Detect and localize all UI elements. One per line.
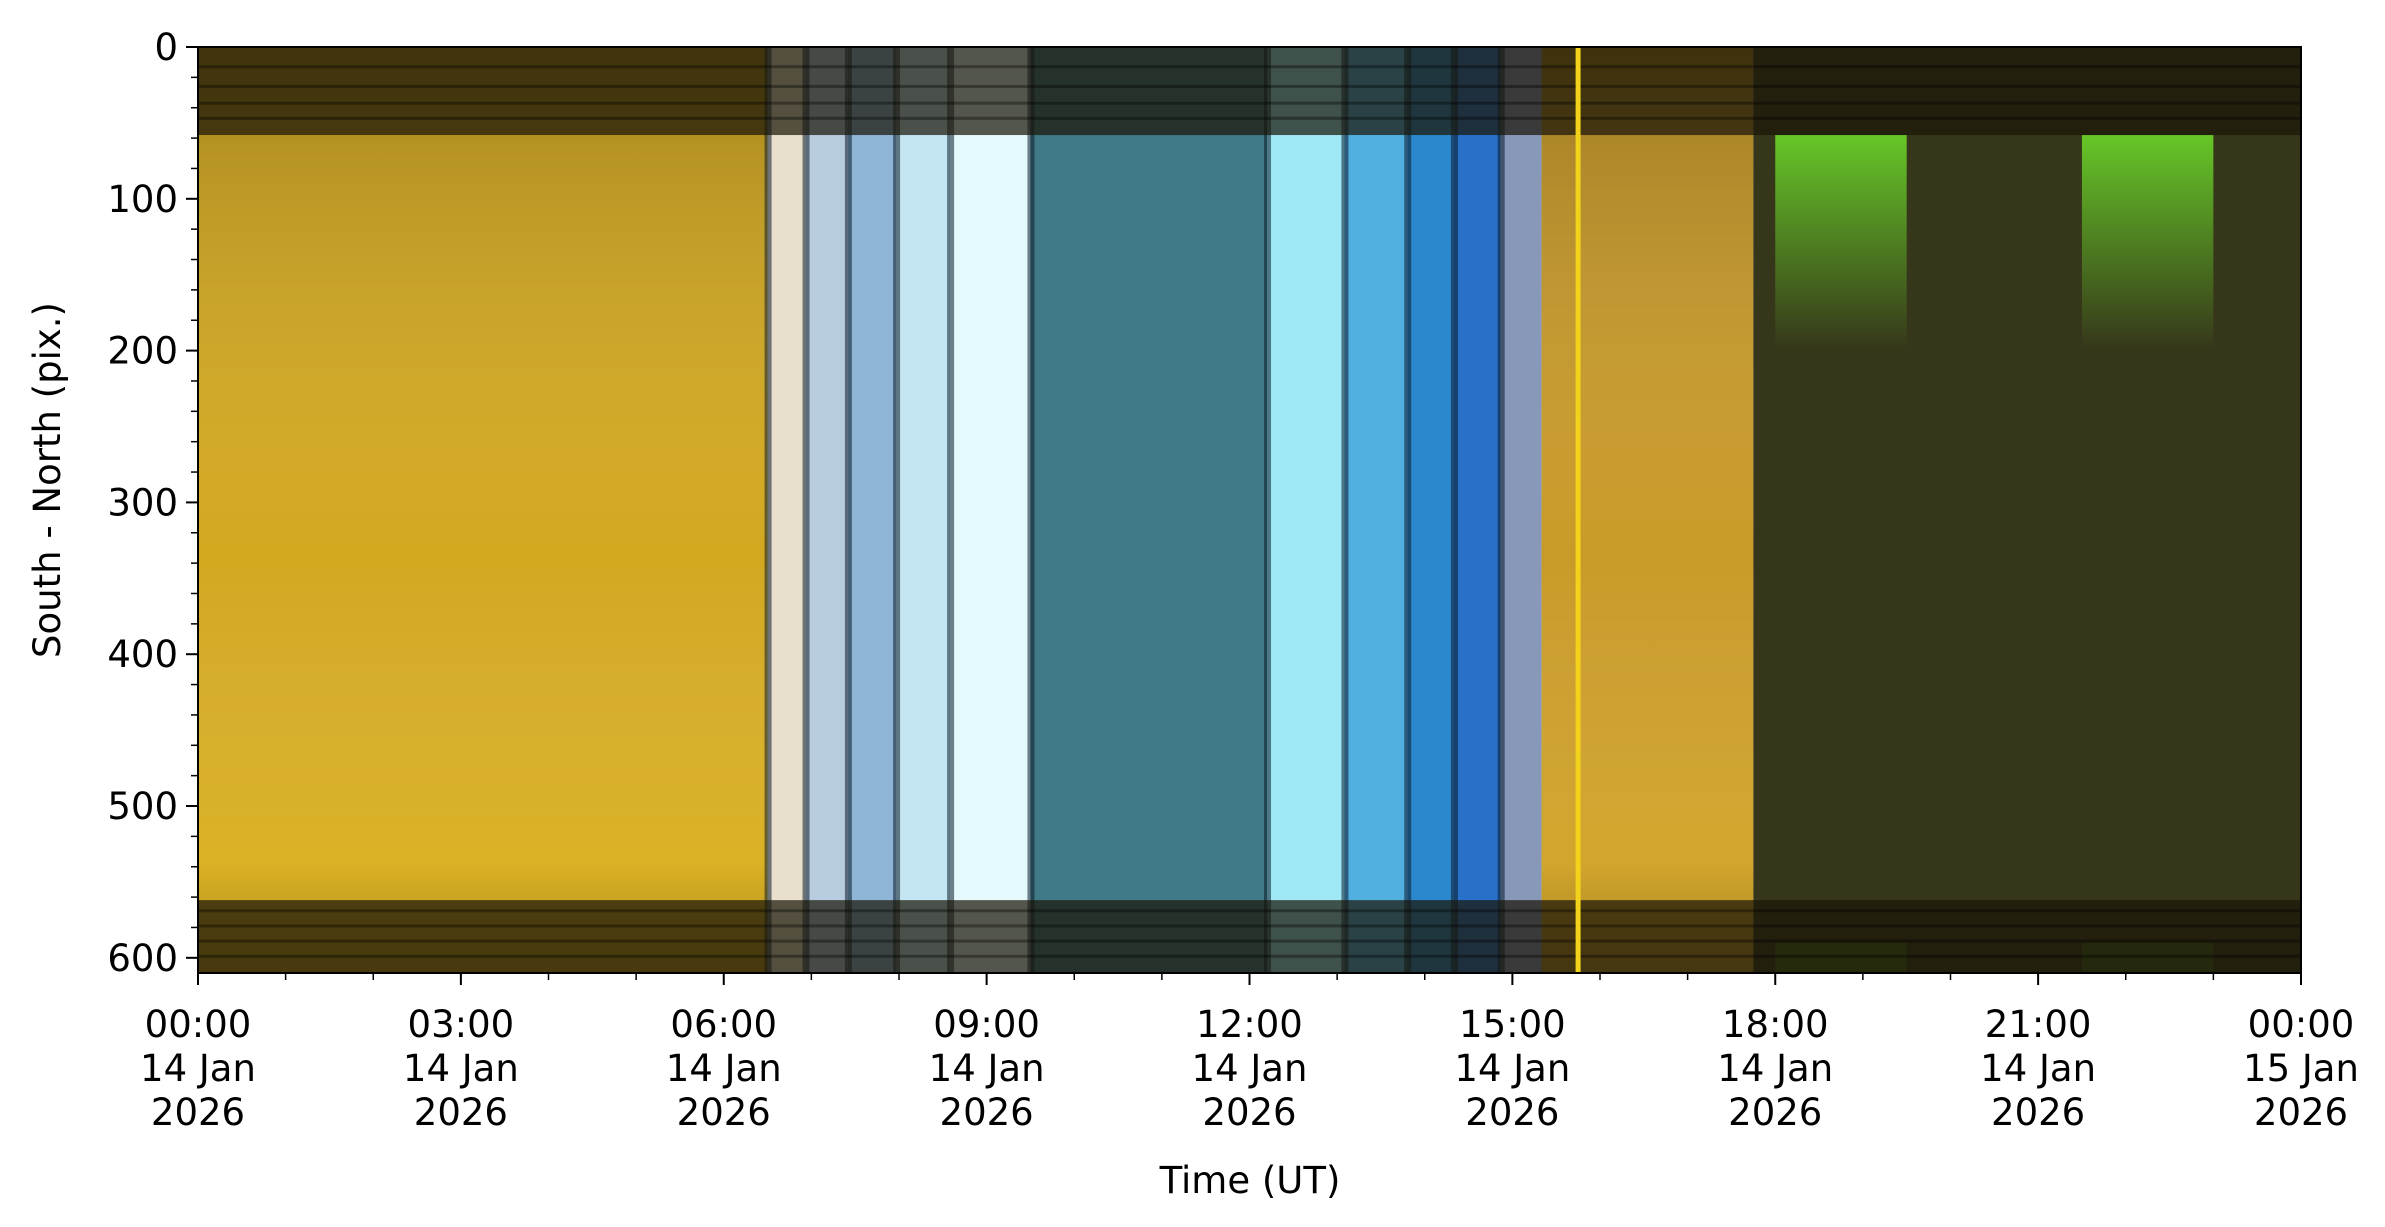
segment-5 [950, 47, 1031, 973]
x-tick-label-0-0: 00:00 [145, 1003, 252, 1046]
day-shading-2 [1541, 47, 1754, 973]
band-stripe-6 [198, 939, 2301, 943]
plot-area [198, 47, 2301, 973]
y-axis-title: South - North (pix.) [26, 302, 69, 658]
column-edge-3 [844, 47, 852, 973]
x-tick-label-0-1: 14 Jan [140, 1047, 256, 1090]
dark-band-1 [198, 900, 2301, 973]
x-tick-label-7-0: 21:00 [1985, 1003, 2092, 1046]
x-tick-label-4-2: 2026 [1202, 1091, 1296, 1134]
segment-8 [1344, 47, 1408, 973]
x-tick-label-8-2: 2026 [2254, 1091, 2348, 1134]
dark-band-0 [198, 47, 2301, 136]
band-stripe-7 [198, 954, 2301, 958]
x-tick-label-3-1: 14 Jan [929, 1047, 1045, 1090]
x-tick-label-1-0: 03:00 [408, 1003, 515, 1046]
x-tick-label-5-0: 15:00 [1459, 1003, 1566, 1046]
x-tick-label-5-1: 14 Jan [1454, 1047, 1570, 1090]
x-tick-label-5-2: 2026 [1465, 1091, 1559, 1134]
column-edge-9 [1404, 47, 1412, 973]
segment-2 [805, 47, 848, 973]
x-tick-label-8-0: 00:00 [2248, 1003, 2355, 1046]
vertical-line-0 [1575, 47, 1581, 973]
band-stripe-0 [198, 65, 2301, 69]
y-tick-label-4: 400 [107, 633, 178, 676]
segment-9 [1407, 47, 1454, 973]
x-tick-label-2-2: 2026 [677, 1091, 771, 1134]
x-tick-label-6-1: 14 Jan [1717, 1047, 1833, 1090]
x-tick-label-7-1: 14 Jan [1980, 1047, 2096, 1090]
column-edge-4 [893, 47, 901, 973]
y-tick-label-3: 300 [107, 481, 178, 524]
column-edge-1 [764, 47, 772, 973]
x-tick-label-6-2: 2026 [1728, 1091, 1822, 1134]
column-edge-8 [1341, 47, 1349, 973]
x-tick-label-1-1: 14 Jan [403, 1047, 519, 1090]
y-tick-label-6: 600 [107, 937, 178, 980]
column-edge-10 [1450, 47, 1458, 973]
band-stripe-4 [198, 909, 2301, 913]
segment-4 [896, 47, 951, 973]
green-emission-0 [1775, 135, 1907, 351]
column-edge-7 [1264, 47, 1272, 973]
x-axis-title: Time (UT) [1159, 1159, 1341, 1202]
band-stripe-5 [198, 924, 2301, 928]
column-edge-5 [947, 47, 955, 973]
segment-7 [1267, 47, 1345, 973]
x-tick-label-7-2: 2026 [1991, 1091, 2085, 1134]
segment-1 [767, 47, 806, 973]
x-tick-label-3-2: 2026 [940, 1091, 1034, 1134]
segment-6 [1030, 47, 1268, 973]
band-stripe-2 [198, 101, 2301, 105]
x-tick-label-8-1: 15 Jan [2243, 1047, 2359, 1090]
segment-10 [1453, 47, 1501, 973]
band-stripe-1 [198, 84, 2301, 88]
y-tick-label-2: 200 [107, 330, 178, 373]
y-tick-label-0: 0 [154, 26, 178, 69]
x-tick-label-4-0: 12:00 [1196, 1003, 1303, 1046]
x-tick-label-3-0: 09:00 [933, 1003, 1040, 1046]
x-tick-label-2-1: 14 Jan [666, 1047, 782, 1090]
y-tick-label-1: 100 [107, 178, 178, 221]
green-emission-1 [2081, 135, 2214, 351]
x-tick-label-2-0: 06:00 [670, 1003, 777, 1046]
y-tick-label-5: 500 [107, 785, 178, 828]
x-tick-label-6-0: 18:00 [1722, 1003, 1829, 1046]
column-edge-2 [802, 47, 810, 973]
x-tick-label-0-2: 2026 [151, 1091, 245, 1134]
x-tick-label-1-2: 2026 [414, 1091, 508, 1134]
segment-11 [1500, 47, 1542, 973]
day-shading [198, 47, 768, 973]
column-edge-6 [1027, 47, 1035, 973]
segment-3 [847, 47, 897, 973]
band-stripe-3 [198, 116, 2301, 120]
column-edge-11 [1497, 47, 1505, 973]
x-tick-label-4-1: 14 Jan [1192, 1047, 1308, 1090]
